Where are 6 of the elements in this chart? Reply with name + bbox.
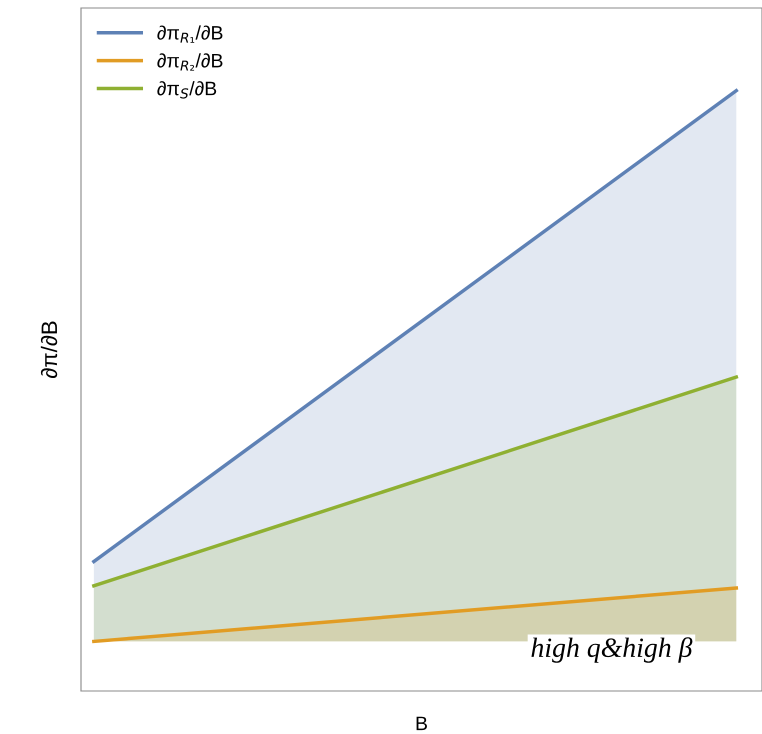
legend-label: ∂π$_{R₂}$/∂B [157,53,222,71]
annotation: high q&high β [531,637,692,663]
x-axis-title: B [416,716,427,730]
legend-label: ∂π$_{S}$/∂B [157,81,216,99]
legend-label: ∂π$_{R₁}$/∂B [157,25,222,43]
y-axis-title: ∂π/∂B [40,322,58,378]
